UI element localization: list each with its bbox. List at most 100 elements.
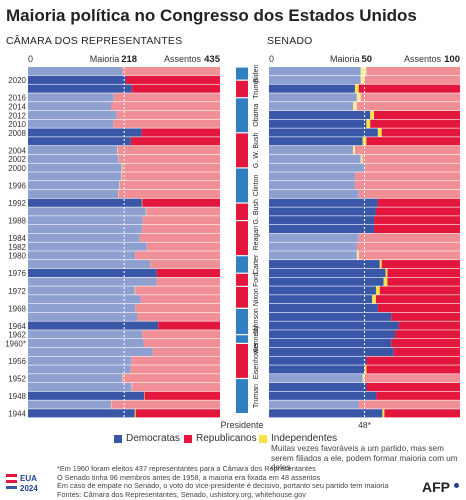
house-bar-rep	[152, 347, 220, 356]
senate-bar-ind	[360, 75, 365, 84]
senate-chart: 0 Maioria 50 Assentos 100 48*	[269, 54, 460, 430]
president-name: Eisenhower	[253, 342, 260, 379]
senate-bar-dem	[269, 382, 367, 392]
senate-tick-seats-value: 100	[444, 54, 460, 65]
house-bar-rep	[144, 391, 220, 400]
house-bar-dem	[28, 303, 136, 313]
senate-bar-rep	[364, 75, 460, 84]
democrats-swatch	[114, 434, 122, 443]
house-bar-ind	[121, 163, 123, 172]
house-year-label: 2000	[8, 164, 26, 173]
afp-logo-dot	[454, 483, 459, 488]
senate-bar-rep	[364, 374, 460, 383]
independents-swatch	[259, 434, 267, 443]
house-bar-rep	[150, 260, 220, 269]
senate-bar-rep	[356, 102, 460, 111]
independents-note: Muitas vezes favoráveis a um partido, ma…	[271, 444, 458, 472]
house-bar-dem	[28, 119, 114, 128]
senate-bar-dem	[269, 374, 363, 383]
senate-bar-dem	[269, 321, 399, 330]
senate-bar-dem	[269, 356, 367, 365]
senate-bar-dem	[269, 181, 355, 190]
senate-bar-rep	[374, 216, 460, 225]
senate-bar-dem	[269, 154, 361, 163]
president-bar	[236, 98, 248, 133]
senate-bar-rep	[358, 189, 460, 199]
house-year-label: 2008	[8, 129, 26, 138]
legend-republicans-label: Republicanos	[196, 433, 257, 444]
house-year-label: 1984	[8, 234, 26, 243]
senate-bar-rep	[375, 295, 460, 304]
senate-bar-dem	[269, 409, 383, 418]
senate-tick-seats-label: Assentos	[404, 54, 442, 64]
house-year-label: 1976	[8, 269, 26, 278]
house-year-label: 2010	[8, 120, 26, 129]
house-year-label: 2012	[8, 111, 26, 120]
house-bar-rep	[113, 119, 220, 128]
house-bar-rep	[111, 400, 220, 409]
president-name: Reagan	[253, 226, 260, 251]
house-bar-dem	[28, 93, 114, 102]
president-bar	[236, 308, 248, 335]
house-year-label: 1972	[8, 287, 26, 296]
senate-bar-dem	[269, 268, 386, 277]
senate-bar-ind	[372, 295, 376, 304]
house-year-label: 2020	[8, 76, 26, 85]
house-year-label: 1948	[8, 392, 26, 401]
senate-bar-dem	[269, 189, 359, 199]
senate-bar-ind	[375, 286, 380, 295]
house-tick-seats-label: Assentos	[164, 54, 202, 64]
house-bar-dem	[28, 277, 157, 286]
house-bar-dem	[28, 128, 142, 137]
senate-bar-rep	[358, 251, 460, 260]
senate-bar-rep	[377, 198, 460, 207]
president-name: Obama	[253, 104, 260, 127]
president-bar	[236, 256, 248, 273]
house-year-label: 1982	[8, 243, 26, 252]
senate-bar-ind	[354, 84, 359, 93]
president-bar	[236, 80, 248, 98]
president-bar	[236, 379, 248, 414]
presidents-axis-label: Presidente	[220, 420, 263, 430]
senate-bar-rep	[366, 365, 460, 374]
badge-flag-stripe-2	[6, 480, 17, 483]
house-year-label: 1980	[8, 252, 26, 261]
house-bar-dem	[28, 224, 142, 234]
house-bar-rep	[119, 181, 220, 190]
house-bar-rep	[156, 277, 220, 286]
senate-bar-dem	[269, 207, 376, 216]
senate-bar-rep	[377, 303, 460, 313]
senate-bar-rep	[391, 339, 460, 348]
senate-bar-rep	[376, 391, 460, 400]
president-name: G. W. Bush	[253, 133, 260, 169]
house-bar-dem	[28, 181, 120, 190]
house-bar-rep	[113, 93, 220, 102]
house-bar-rep	[141, 224, 220, 234]
house-year-label: 1962	[8, 331, 26, 340]
legend-independents: Independentes	[259, 433, 337, 444]
badge-flag-stripe-3	[6, 486, 17, 489]
page-title: Maioria política no Congresso dos Estado…	[6, 6, 417, 25]
senate-heading: SENADO	[267, 35, 313, 47]
house-bar-dem	[28, 154, 119, 163]
senate-bar-dem	[269, 163, 365, 172]
house-tick-seats-value: 435	[204, 54, 221, 65]
president-bar	[236, 203, 248, 220]
house-bar-rep	[142, 198, 220, 207]
senate-bar-rep	[364, 163, 460, 172]
president-bar	[236, 133, 248, 168]
senate-bar-dem	[269, 251, 357, 260]
house-bar-dem	[28, 321, 159, 330]
senate-bar-dem	[269, 67, 361, 76]
senate-bar-dem	[269, 145, 354, 155]
house-chart: 0 Maioria 218 Assentos 435202020162014201220…	[5, 54, 221, 419]
legend-democrats-label: Democratas	[126, 433, 180, 444]
senate-bar-rep	[354, 172, 460, 181]
senate-bar-ind	[353, 145, 355, 155]
senate-bar-rep	[354, 145, 460, 155]
house-bar-dem	[28, 268, 157, 277]
senate-bar-rep	[366, 67, 460, 76]
senate-bar-rep	[358, 400, 460, 409]
legend-republicans: Republicanos	[184, 433, 257, 444]
